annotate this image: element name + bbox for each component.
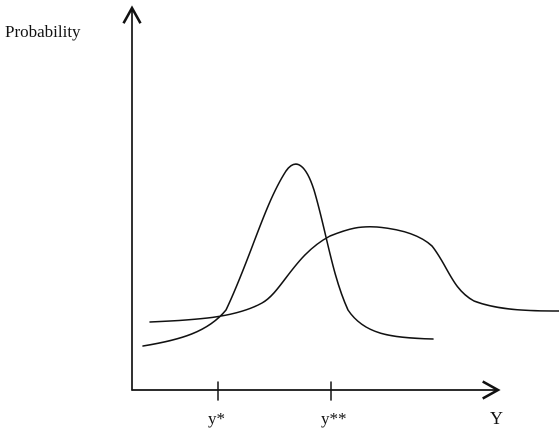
x-axis-label: Y (490, 408, 503, 428)
wide-distribution-curve (149, 225, 559, 323)
narrow-distribution-curve (142, 163, 434, 347)
tick-label-y-star: y* (208, 409, 225, 428)
y-axis-label: Probability (5, 22, 81, 41)
tick-label-y-double-star: y** (321, 409, 347, 428)
